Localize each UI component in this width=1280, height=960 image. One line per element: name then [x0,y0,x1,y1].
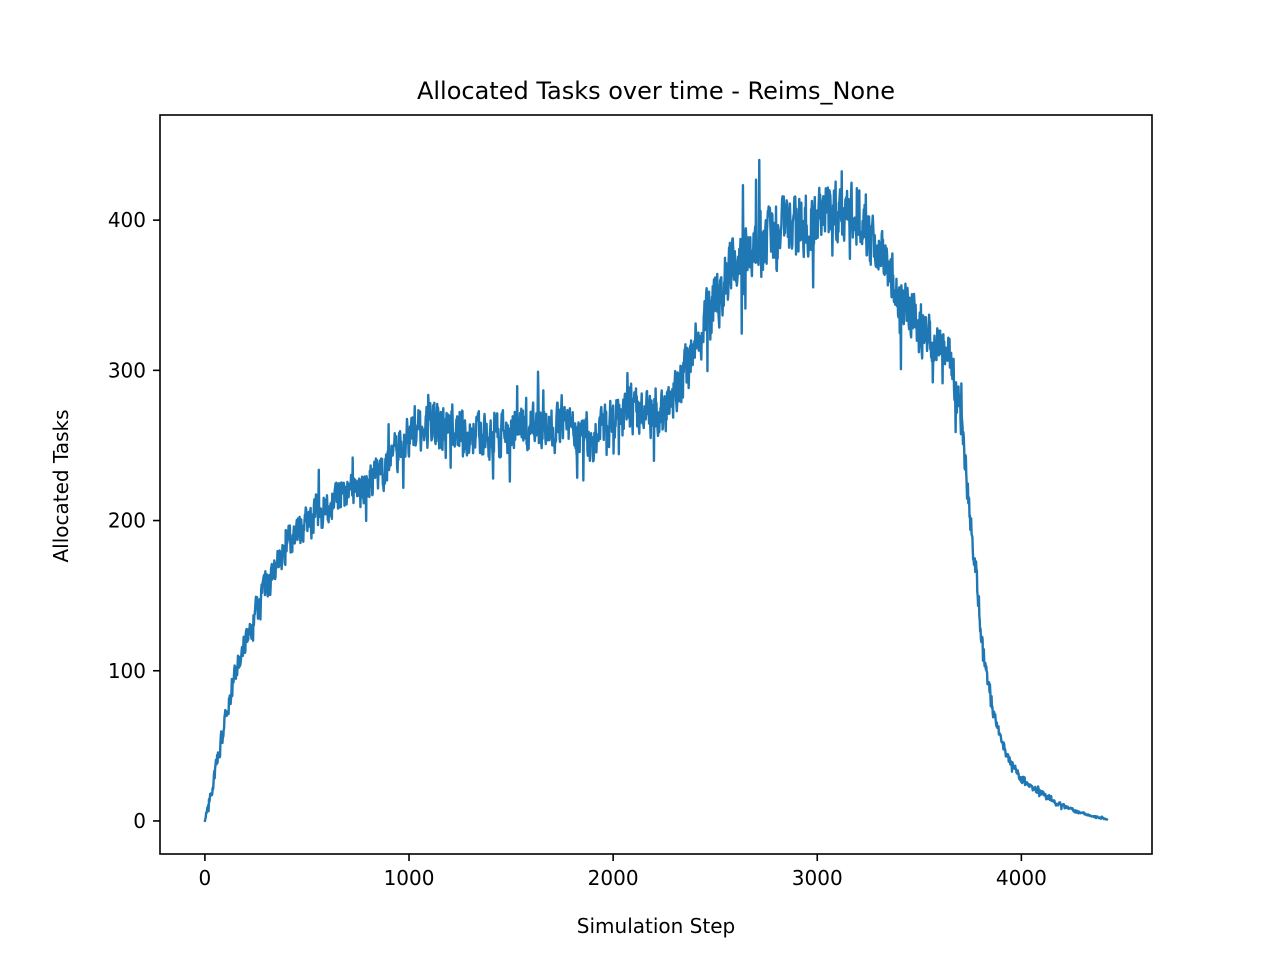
x-tick-label: 1000 [384,866,435,890]
y-tick-label: 0 [133,809,146,833]
y-tick-label: 200 [108,509,146,533]
plot-area [159,114,1153,855]
y-tick-label: 400 [108,208,146,232]
series-line [203,158,1109,823]
x-tick-label: 0 [199,866,212,890]
x-axis-ticks: 0 1000 2000 3000 4000 [199,854,1047,890]
x-tick-label: 3000 [792,866,843,890]
y-tick-label: 100 [108,659,146,683]
y-axis-label: Allocated Tasks [49,409,73,562]
y-axis-ticks: 0 100 200 300 400 [108,208,160,833]
y-tick-label: 300 [108,358,146,382]
x-tick-label: 4000 [996,866,1047,890]
chart-title: Allocated Tasks over time - Reims_None [417,77,895,105]
x-tick-label: 2000 [588,866,639,890]
x-axis-label: Simulation Step [577,914,735,938]
plot-frame [159,114,1153,855]
